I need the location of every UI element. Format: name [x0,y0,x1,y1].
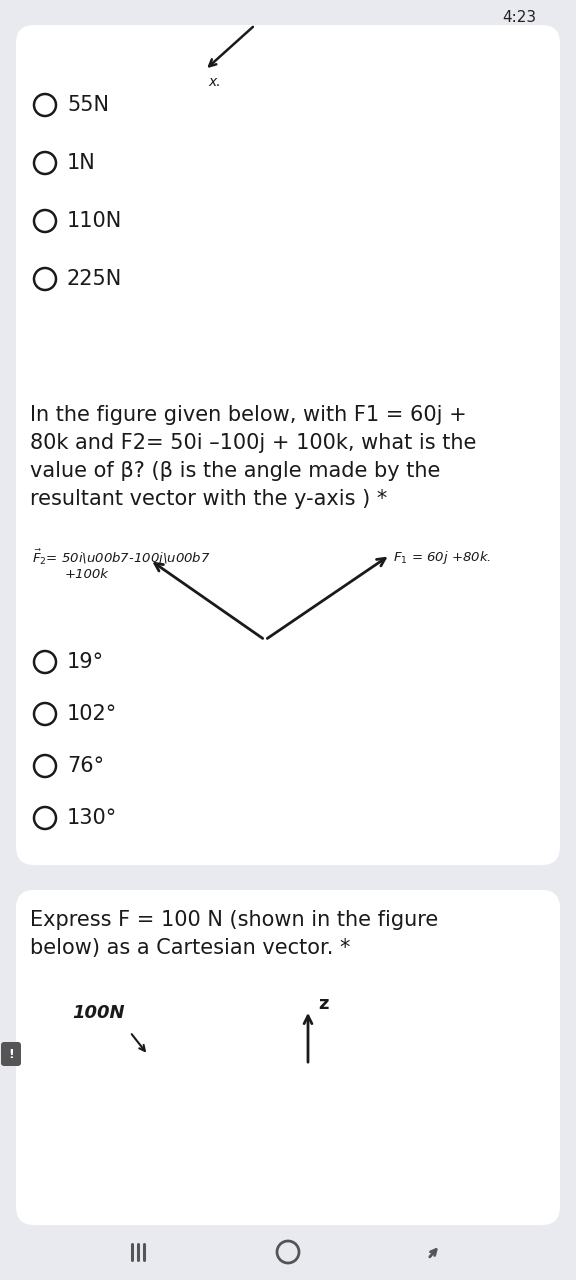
Text: 4:23: 4:23 [502,10,536,26]
FancyBboxPatch shape [16,26,560,440]
Text: 1N: 1N [67,154,96,173]
FancyBboxPatch shape [1,1042,21,1066]
Text: x.: x. [208,76,221,90]
Text: 100N: 100N [72,1004,124,1021]
Text: In the figure given below, with F1 = 60j +: In the figure given below, with F1 = 60j… [30,404,467,425]
Text: 130°: 130° [67,808,118,828]
Text: z: z [318,995,328,1012]
Text: !: ! [8,1047,14,1061]
Text: $F_1$ = 60j +80k.: $F_1$ = 60j +80k. [393,549,491,567]
Text: $\vec{F}_2$= 50i\u00b7-100j\u00b7: $\vec{F}_2$= 50i\u00b7-100j\u00b7 [32,548,211,568]
Text: 19°: 19° [67,652,104,672]
Text: below) as a Cartesian vector. *: below) as a Cartesian vector. * [30,938,350,957]
Text: value of β? (β is the angle made by the: value of β? (β is the angle made by the [30,461,441,481]
Text: 80k and F2= 50i –100j + 100k, what is the: 80k and F2= 50i –100j + 100k, what is th… [30,433,476,453]
Text: 110N: 110N [67,211,122,230]
Text: Express F = 100 N (shown in the figure: Express F = 100 N (shown in the figure [30,910,438,931]
Text: 76°: 76° [67,756,104,776]
FancyBboxPatch shape [16,890,560,1225]
Text: 55N: 55N [67,95,109,115]
Text: +100k: +100k [65,568,109,581]
Text: 225N: 225N [67,269,122,289]
Text: resultant vector with the y-axis ) *: resultant vector with the y-axis ) * [30,489,387,509]
Text: 102°: 102° [67,704,118,724]
FancyBboxPatch shape [16,380,560,865]
